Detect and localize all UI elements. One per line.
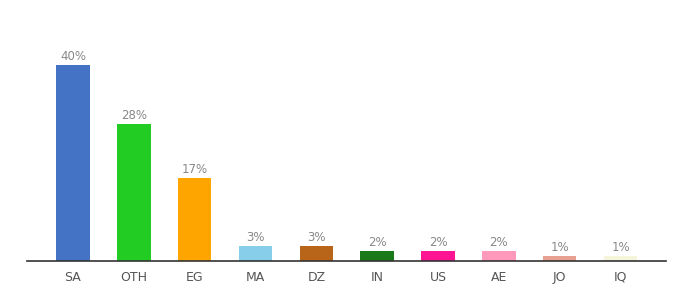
Text: 3%: 3% [246,231,265,244]
Text: 1%: 1% [550,241,569,254]
Bar [360,251,394,261]
Bar [178,178,211,261]
Bar [117,124,150,261]
Text: 3%: 3% [307,231,326,244]
Text: 40%: 40% [60,50,86,63]
Bar [482,251,515,261]
Text: 1%: 1% [611,241,630,254]
Bar [604,256,637,261]
Text: 17%: 17% [182,163,208,176]
Bar [300,246,333,261]
Text: 2%: 2% [490,236,508,249]
Bar [422,251,455,261]
Text: 2%: 2% [368,236,386,249]
Text: 2%: 2% [429,236,447,249]
Bar [56,65,90,261]
Text: 28%: 28% [121,109,147,122]
Bar [239,246,272,261]
Bar [543,256,577,261]
